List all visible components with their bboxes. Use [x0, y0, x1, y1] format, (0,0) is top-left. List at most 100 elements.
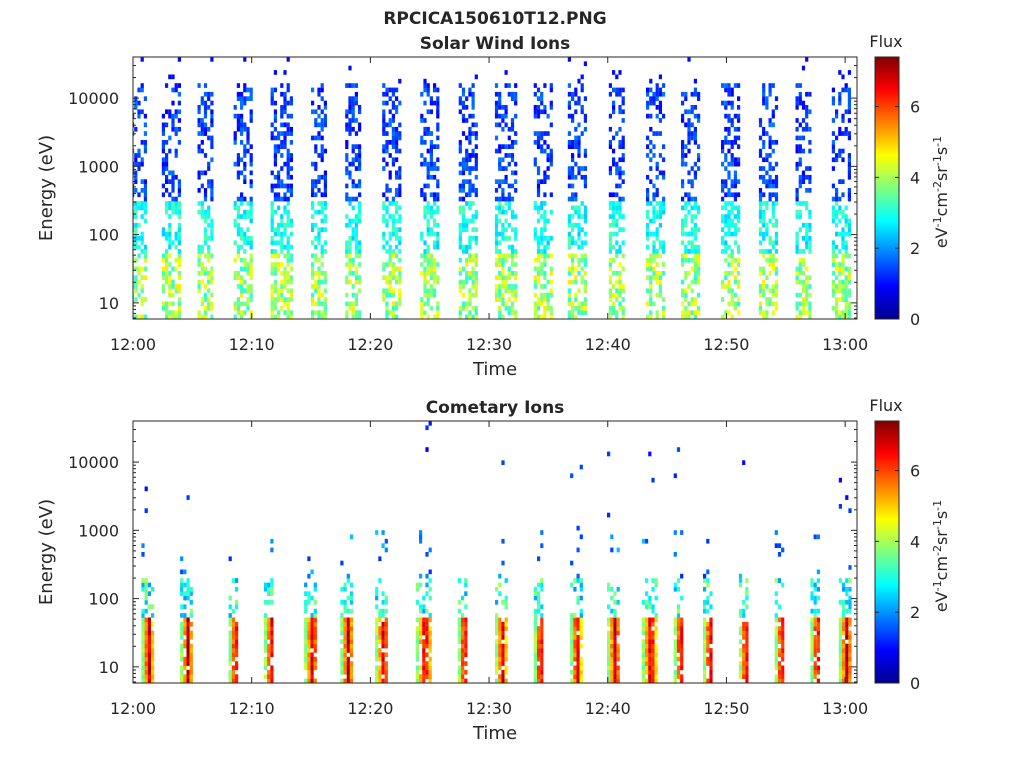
- heatmap-cell: [618, 105, 622, 110]
- heatmap-cell: [464, 669, 468, 675]
- heatmap-cell: [573, 586, 577, 592]
- heatmap-cell: [498, 209, 502, 215]
- heatmap-cell: [781, 678, 785, 683]
- heatmap-cell: [235, 630, 239, 636]
- heatmap-cell: [429, 161, 433, 167]
- heatmap-cell: [458, 161, 462, 167]
- heatmap-cell: [161, 305, 165, 311]
- heatmap-cell: [533, 161, 537, 167]
- heatmap-cell: [706, 661, 710, 666]
- heatmap-cell: [583, 279, 587, 285]
- heatmap-cell: [654, 661, 658, 666]
- heatmap-cell: [795, 279, 799, 285]
- heatmap-cell: [171, 170, 175, 176]
- heatmap-cell: [724, 214, 728, 219]
- heatmap-cell: [838, 91, 842, 97]
- heatmap-cell: [465, 257, 469, 263]
- heatmap-cell: [680, 630, 684, 636]
- heatmap-cell: [583, 262, 587, 267]
- heatmap-cell: [388, 140, 392, 145]
- heatmap-cell: [583, 218, 587, 224]
- heatmap-cell: [203, 209, 208, 215]
- heatmap-cell: [228, 617, 232, 623]
- heatmap-cell: [681, 118, 685, 123]
- heatmap-cell: [501, 266, 505, 272]
- heatmap-cell: [580, 301, 584, 307]
- heatmap-cell: [533, 231, 537, 237]
- heatmap-cell: [240, 301, 244, 307]
- heatmap-cell: [343, 600, 347, 605]
- heatmap-cell: [391, 135, 395, 141]
- heatmap-cell: [270, 292, 274, 298]
- heatmap-cell: [314, 122, 318, 128]
- heatmap-cell: [354, 292, 358, 298]
- heatmap-cell: [419, 630, 423, 636]
- heatmap-cell: [140, 236, 144, 241]
- heatmap-cell: [200, 314, 204, 319]
- heatmap-cell: [684, 205, 688, 211]
- heatmap-cell: [391, 231, 395, 237]
- heatmap-cell: [471, 218, 475, 224]
- heatmap-cell: [423, 183, 427, 189]
- heatmap-cell: [320, 135, 324, 141]
- heatmap-cell: [395, 301, 399, 307]
- heatmap-cell: [673, 661, 677, 666]
- heatmap-cell: [845, 630, 849, 636]
- heatmap-cell: [343, 635, 347, 640]
- heatmap-cell: [801, 279, 806, 285]
- heatmap-cell: [737, 297, 741, 302]
- heatmap-cell: [615, 201, 619, 206]
- heatmap-cell: [724, 244, 728, 250]
- heatmap-cell: [721, 188, 725, 193]
- heatmap-cell: [742, 674, 746, 679]
- heatmap-cell: [848, 678, 852, 683]
- heatmap-cell: [737, 126, 741, 132]
- heatmap-cell: [835, 310, 839, 315]
- heatmap-cell: [317, 240, 321, 246]
- heatmap-cell: [391, 222, 395, 228]
- heatmap-cell: [340, 586, 344, 592]
- heatmap-cell: [429, 140, 433, 145]
- heatmap-cell: [841, 179, 845, 184]
- heatmap-cell: [161, 284, 165, 289]
- heatmap-cell: [286, 209, 290, 215]
- heatmap-cell: [690, 196, 694, 202]
- heatmap-cell: [774, 301, 779, 307]
- heatmap-cell: [320, 122, 324, 128]
- heatmap-cell: [468, 157, 472, 163]
- colorbar-unit: eV-1cm-2sr-1s-1: [931, 136, 952, 248]
- heatmap-cell: [616, 678, 620, 683]
- heatmap-cell: [465, 118, 469, 123]
- heatmap-cell: [615, 240, 619, 246]
- heatmap-cell: [838, 504, 842, 509]
- heatmap-cell: [607, 656, 611, 662]
- heatmap-cell: [474, 122, 478, 128]
- heatmap-cell: [382, 148, 386, 154]
- heatmap-cell: [270, 91, 274, 97]
- heatmap-cell: [651, 665, 655, 671]
- heatmap-cell: [838, 600, 842, 605]
- heatmap-cell: [429, 231, 433, 237]
- heatmap-cell: [415, 586, 419, 592]
- heatmap-cell: [286, 253, 290, 259]
- heatmap-cell: [180, 591, 184, 596]
- heatmap-cell: [838, 249, 842, 254]
- heatmap-cell: [805, 91, 809, 97]
- heatmap-cell: [358, 144, 362, 149]
- heatmap-cell: [844, 218, 848, 224]
- heatmap-cell: [774, 305, 779, 311]
- heatmap-cell: [395, 314, 399, 319]
- heatmap-cell: [461, 292, 466, 298]
- heatmap-cell: [174, 131, 178, 136]
- heatmap-cell: [420, 310, 424, 315]
- heatmap-cell: [762, 310, 766, 315]
- heatmap-cell: [197, 118, 201, 123]
- heatmap-cell: [652, 96, 656, 101]
- heatmap-cell: [465, 279, 469, 285]
- heatmap-cell: [645, 665, 649, 671]
- heatmap-cell: [571, 174, 575, 180]
- heatmap-cell: [571, 305, 575, 311]
- heatmap-cell: [570, 473, 574, 479]
- heatmap-cell: [693, 126, 697, 132]
- heatmap-cell: [391, 201, 395, 206]
